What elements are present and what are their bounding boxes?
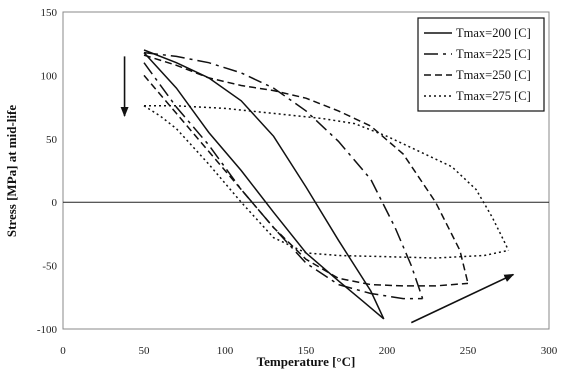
y-tick-label: 150 xyxy=(41,7,58,19)
annotation-arrow-2 xyxy=(410,273,515,324)
series-1 xyxy=(143,49,385,320)
annotation-layer xyxy=(120,56,515,324)
series-2 xyxy=(143,51,424,300)
y-tick-label: 50 xyxy=(46,134,58,146)
series-1-upper-branch xyxy=(143,49,385,320)
series-4 xyxy=(143,105,510,259)
series-3-lower-branch xyxy=(143,74,469,287)
y-tick-label: 100 xyxy=(41,70,58,82)
legend: Tmax=200 [C] Tmax=225 [C] Tmax=250 [C] Tmax… xyxy=(417,17,545,112)
x-tick-label: 150 xyxy=(298,345,315,357)
y-tick-labels: 150 100 50 0 -50 -100 xyxy=(37,7,58,336)
x-axis-title: Temperature [°C] xyxy=(257,354,356,369)
series-3 xyxy=(143,54,469,287)
y-axis-title: Stress [MPa] at mid-life xyxy=(4,105,19,237)
series-4-upper-branch xyxy=(144,105,510,251)
x-tick-label: 100 xyxy=(217,345,234,357)
x-tick-label: 50 xyxy=(139,345,151,357)
legend-label-series-2: Tmax=225 [C] xyxy=(456,47,531,61)
series-1-lower-branch xyxy=(143,52,385,320)
series-4-lower-branch xyxy=(143,105,509,259)
x-tick-label: 300 xyxy=(541,345,558,357)
x-tick-label: 200 xyxy=(379,345,396,357)
x-tick-label: 250 xyxy=(460,345,477,357)
legend-label-series-3: Tmax=250 [C] xyxy=(456,68,531,82)
legend-label-series-1: Tmax=200 [C] xyxy=(456,26,531,40)
y-tick-label: -50 xyxy=(42,261,57,273)
x-tick-labels: 0 50 100 150 200 250 300 xyxy=(60,345,558,357)
series-2-upper-branch xyxy=(143,51,424,299)
y-tick-label: 0 xyxy=(52,197,58,209)
legend-label-series-4: Tmax=275 [C] xyxy=(456,89,531,103)
y-tick-label: -100 xyxy=(37,324,58,336)
x-tick-label: 0 xyxy=(60,345,66,357)
series-layer xyxy=(143,49,510,320)
